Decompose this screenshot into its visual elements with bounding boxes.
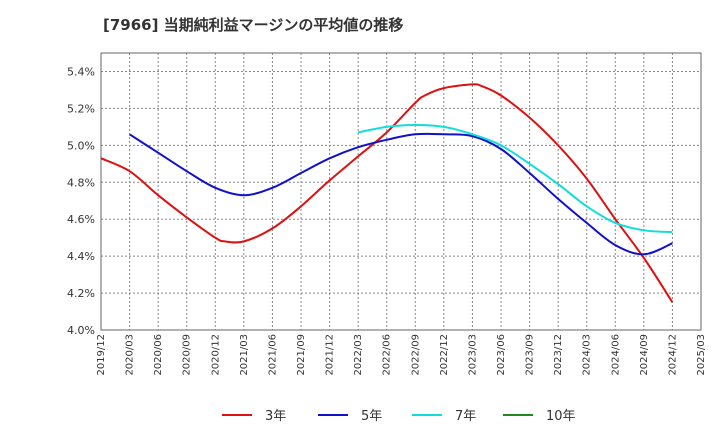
- x-tick-label: 2024/03: [582, 334, 593, 376]
- legend-label: 10年: [546, 409, 576, 424]
- x-tick-label: 2020/06: [153, 334, 164, 376]
- x-tick-label: 2020/09: [182, 334, 193, 376]
- x-tick-label: 2021/06: [267, 334, 278, 376]
- x-tick-label: 2024/12: [667, 334, 678, 376]
- x-tick-label: 2022/12: [439, 334, 450, 376]
- x-tick-label: 2019/12: [96, 334, 107, 376]
- x-tick-label: 2023/09: [525, 334, 536, 376]
- y-tick-label: 4.8%: [67, 176, 95, 189]
- x-tick-label: 2025/03: [696, 334, 707, 376]
- x-tick-label: 2020/03: [125, 334, 136, 376]
- chart-title: [7966] 当期純利益マージンの平均値の推移: [103, 16, 404, 34]
- y-tick-label: 5.2%: [67, 102, 95, 115]
- y-tick-label: 5.0%: [67, 139, 95, 152]
- y-tick-label: 5.4%: [67, 65, 95, 78]
- x-tick-label: 2021/03: [239, 334, 250, 376]
- legend-label: 3年: [265, 409, 286, 424]
- x-tick-label: 2021/12: [325, 334, 336, 376]
- y-tick-label: 4.2%: [67, 287, 95, 300]
- legend-label: 5年: [361, 409, 382, 424]
- y-tick-label: 4.6%: [67, 213, 95, 226]
- series-line-7年: [357, 124, 673, 234]
- series-line-5年: [129, 132, 673, 256]
- x-tick-label: 2022/03: [353, 334, 364, 376]
- plot-area: [100, 52, 702, 331]
- x-tick-label: 2023/03: [467, 334, 478, 376]
- series-lines: [100, 83, 674, 303]
- axis-ticks: 2019/12 2020/03 2020/06 2020/09 2020/12 2021/…: [67, 65, 707, 375]
- x-tick-label: 2023/12: [553, 334, 564, 376]
- x-tick-label: 2020/12: [210, 334, 221, 376]
- legend: 3年 5年 7年 10年: [222, 409, 576, 424]
- y-tick-label: 4.0%: [67, 324, 95, 337]
- x-tick-label: 2024/06: [610, 334, 621, 376]
- x-tick-label: 2022/09: [410, 334, 421, 376]
- legend-label: 7年: [455, 409, 476, 424]
- grid: [101, 53, 701, 330]
- x-tick-label: 2023/06: [496, 334, 507, 376]
- x-tick-label: 2022/06: [382, 334, 393, 376]
- series-line-3年: [100, 83, 674, 303]
- x-tick-label: 2024/09: [639, 334, 650, 376]
- y-tick-label: 4.4%: [67, 250, 95, 263]
- x-tick-label: 2021/09: [296, 334, 307, 376]
